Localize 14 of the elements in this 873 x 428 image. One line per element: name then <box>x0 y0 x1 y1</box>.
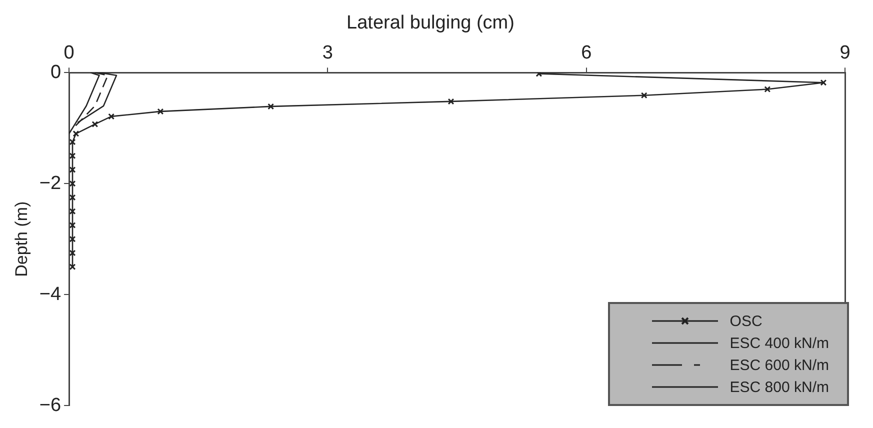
legend-label: ESC 600 kN/m <box>730 356 829 374</box>
y-tick-label: −6 <box>39 394 62 416</box>
legend-label: ESC 800 kN/m <box>730 378 829 396</box>
legend-label: ESC 400 kN/m <box>730 334 829 352</box>
y-axis-title: Depth (m) <box>12 201 31 277</box>
chart-title: Lateral bulging (cm) <box>346 12 514 34</box>
x-tick-label: 0 <box>64 42 74 64</box>
legend-label: OSC <box>730 312 762 330</box>
x-tick-label: 9 <box>840 42 850 64</box>
y-tick-label: −2 <box>39 172 62 194</box>
x-tick-label: 6 <box>581 42 592 64</box>
y-tick-label: 0 <box>50 62 62 83</box>
y-tick-label: −4 <box>39 284 62 305</box>
x-tick-label: 3 <box>322 42 333 64</box>
